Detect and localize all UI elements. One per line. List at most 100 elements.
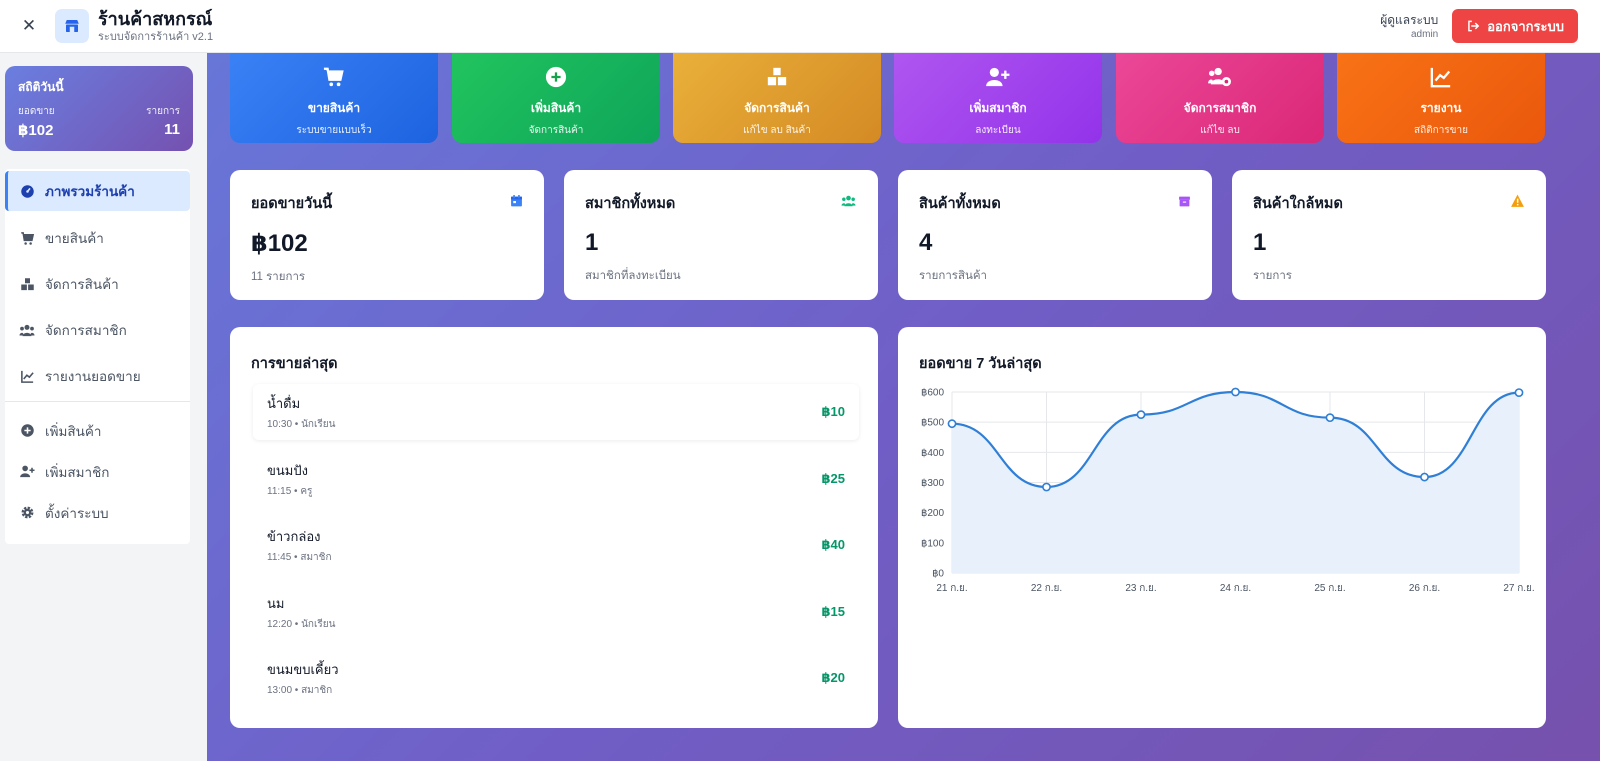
- line-chart-icon: [19, 368, 35, 384]
- stat-value: ฿102: [251, 230, 308, 257]
- stat-title: สินค้าทั้งหมด: [919, 196, 1001, 212]
- calendar-icon: [510, 194, 523, 213]
- quick-action-sub: สถิติการขาย: [1413, 125, 1468, 136]
- box-icon: [1178, 194, 1191, 213]
- sale-row[interactable]: ข้าวกล่อง 11:45 • สมาชิก ฿40: [253, 517, 859, 573]
- sidebar-item-label: ขายสินค้า: [45, 231, 104, 246]
- sidebar-item-label: รายงานยอดขาย: [45, 369, 141, 384]
- plus-circle-icon: [452, 65, 660, 89]
- sale-row[interactable]: ขนมปัง 11:15 • ครู ฿25: [253, 451, 859, 507]
- user-info: ผู้ดูแลระบบ admin: [1380, 12, 1438, 41]
- app-subtitle: ระบบจัดการร้านค้า v2.1: [98, 31, 214, 43]
- recent-sales-title: การขายล่าสุด: [251, 356, 338, 372]
- gear-icon: [19, 505, 35, 521]
- sales-line-chart: ฿0 ฿100 ฿200 ฿300 ฿400 ฿500 ฿600 21 ก.ย. 22 ก.ย.…: [921, 387, 1535, 595]
- today-count-value: 11: [164, 121, 180, 138]
- quick-action-title: รายงาน: [1420, 101, 1462, 115]
- boxes-icon: [673, 65, 881, 89]
- store-logo-icon: [55, 9, 89, 43]
- x-tick-label: 26 ก.ย.: [1409, 583, 1440, 594]
- user-name: admin: [1411, 28, 1439, 40]
- today-count-label: รายการ: [146, 106, 180, 117]
- stat-card-products: สินค้าทั้งหมด 4 รายการสินค้า: [898, 170, 1212, 300]
- quick-action-manage-products[interactable]: จัดการสินค้า แก้ไข ลบ สินค้า: [673, 53, 881, 143]
- sidebar-item-add-member[interactable]: เพิ่มสมาชิก: [5, 451, 190, 492]
- close-icon[interactable]: ✕: [21, 16, 37, 35]
- line-chart-icon: [1337, 65, 1545, 89]
- stat-title: ยอดขายวันนี้: [251, 196, 333, 212]
- quick-action-sub: แก้ไข ลบ สินค้า: [743, 125, 811, 136]
- y-tick-label: ฿200: [921, 508, 944, 519]
- quick-action-reports[interactable]: รายงาน สถิติการขาย: [1337, 53, 1545, 143]
- sale-amount: ฿20: [821, 670, 845, 685]
- sidebar-item-products[interactable]: จัดการสินค้า: [5, 261, 190, 307]
- data-point: [1231, 387, 1240, 397]
- y-tick-label: ฿100: [921, 538, 944, 549]
- today-sales-label: ยอดขาย: [18, 106, 55, 117]
- boxes-icon: [19, 276, 35, 292]
- sidebar-item-label: ตั้งค่าระบบ: [45, 505, 109, 521]
- y-tick-label: ฿300: [921, 478, 944, 489]
- x-tick-label: 25 ก.ย.: [1314, 583, 1345, 594]
- x-tick-label: 22 ก.ย.: [1031, 583, 1062, 594]
- quick-action-sub: จัดการสินค้า: [528, 125, 584, 136]
- quick-action-manage-members[interactable]: จัดการสมาชิก แก้ไข ลบ: [1116, 53, 1324, 143]
- logout-label: ออกจากระบบ: [1487, 18, 1564, 34]
- recent-sales-panel: การขายล่าสุด น้ำดื่ม 10:30 • นักเรียน ฿1…: [230, 327, 878, 728]
- today-stats-card: สถิติวันนี้ ยอดขาย รายการ ฿102 11: [5, 66, 193, 151]
- dashboard-icon: [19, 183, 35, 199]
- stat-sub: สมาชิกที่ลงทะเบียน: [585, 270, 681, 282]
- sale-row[interactable]: นม 12:20 • นักเรียน ฿15: [253, 584, 859, 640]
- users-gear-icon: [1116, 65, 1324, 89]
- data-point: [1042, 482, 1051, 492]
- data-point: [1136, 410, 1146, 420]
- x-tick-label: 27 ก.ย.: [1503, 583, 1534, 594]
- quick-action-title: จัดการสินค้า: [744, 101, 810, 115]
- sale-amount: ฿10: [821, 404, 845, 419]
- user-plus-icon: [894, 65, 1102, 89]
- quick-action-add-member[interactable]: เพิ่มสมาชิก ลงทะเบียน: [894, 53, 1102, 143]
- user-plus-icon: [19, 464, 35, 480]
- stat-card-today-sales: ยอดขายวันนี้ ฿102 11 รายการ: [230, 170, 544, 300]
- sale-row[interactable]: น้ำดื่ม 10:30 • นักเรียน ฿10: [253, 384, 859, 440]
- stat-card-low-stock: สินค้าใกล้หมด 1 รายการ: [1232, 170, 1546, 300]
- sale-amount: ฿15: [821, 604, 845, 619]
- sidebar-item-sell[interactable]: ขายสินค้า: [5, 215, 190, 261]
- stat-sub: รายการสินค้า: [919, 270, 988, 282]
- y-tick-label: ฿400: [921, 448, 944, 459]
- quick-action-sub: ระบบขายแบบเร็ว: [296, 125, 372, 136]
- sidebar-item-reports[interactable]: รายงานยอดขาย: [5, 353, 190, 399]
- user-role: ผู้ดูแลระบบ: [1380, 12, 1439, 27]
- sale-row[interactable]: ขนมขบเคี้ยว 13:00 • สมาชิก ฿20: [253, 650, 859, 706]
- quick-action-title: ขายสินค้า: [307, 101, 361, 115]
- sidebar-item-label: ภาพรวมร้านค้า: [45, 184, 135, 199]
- logout-icon: [1468, 20, 1480, 32]
- data-point: [1514, 388, 1524, 398]
- stat-value: 1: [1253, 229, 1267, 256]
- sidebar-item-members[interactable]: จัดการสมาชิก: [5, 307, 190, 353]
- sidebar: สถิติวันนี้ ยอดขาย รายการ ฿102 11 ภาพรวม…: [0, 53, 207, 761]
- sale-amount: ฿25: [821, 471, 845, 486]
- quick-action-sell[interactable]: ขายสินค้า ระบบขายแบบเร็ว: [230, 53, 438, 143]
- x-tick-label: 24 ก.ย.: [1220, 583, 1251, 594]
- sidebar-item-dashboard[interactable]: ภาพรวมร้านค้า: [5, 171, 190, 211]
- stat-value: 1: [585, 229, 599, 256]
- sidebar-item-add-product[interactable]: เพิ่มสินค้า: [5, 410, 190, 451]
- sale-name: น้ำดื่ม: [267, 395, 301, 411]
- logout-button[interactable]: ออกจากระบบ: [1452, 9, 1578, 43]
- today-sales-value: ฿102: [18, 122, 54, 139]
- quick-action-add-product[interactable]: เพิ่มสินค้า จัดการสินค้า: [452, 53, 660, 143]
- sidebar-item-settings[interactable]: ตั้งค่าระบบ: [5, 492, 190, 533]
- plus-circle-icon: [19, 423, 35, 439]
- stat-sub: รายการ: [1253, 270, 1292, 282]
- y-tick-label: ฿600: [921, 388, 944, 399]
- cart-icon: [230, 65, 438, 89]
- data-point: [1420, 472, 1429, 482]
- sidebar-item-label: เพิ่มสมาชิก: [45, 464, 110, 480]
- sale-meta: 10:30 • นักเรียน: [267, 418, 336, 430]
- series-area: [952, 392, 1519, 573]
- stat-sub: 11 รายการ: [251, 271, 306, 283]
- stat-card-members: สมาชิกทั้งหมด 1 สมาชิกที่ลงทะเบียน: [564, 170, 878, 300]
- sales-chart-panel: ยอดขาย 7 วันล่าสุด ฿0 ฿100 ฿200 ฿300 ฿400 ฿50…: [898, 327, 1546, 728]
- cart-icon: [19, 230, 35, 246]
